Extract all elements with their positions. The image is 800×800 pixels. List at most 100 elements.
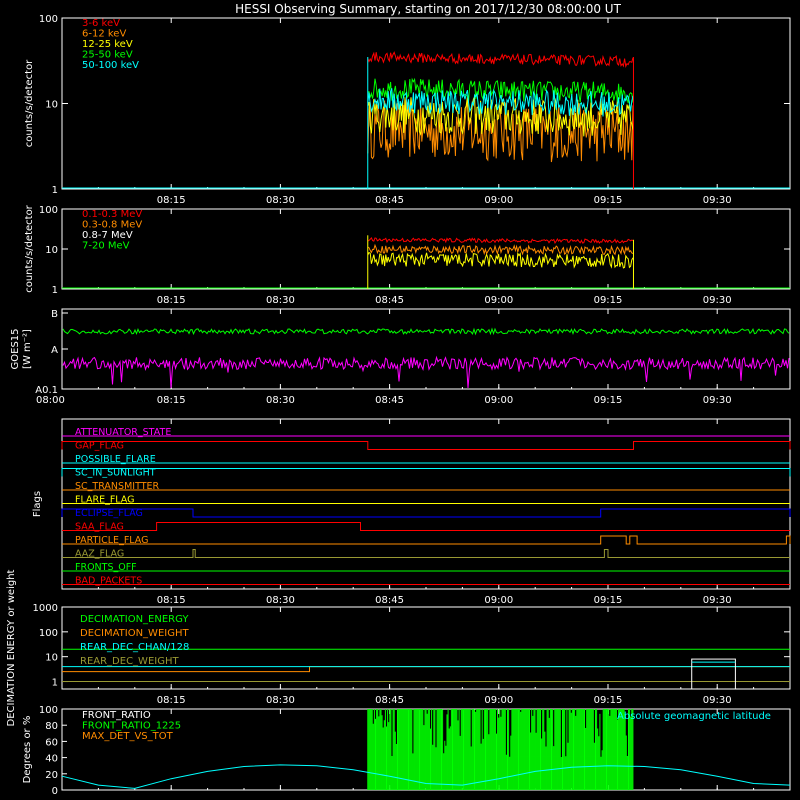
flag-line-8 (62, 535, 791, 545)
series-50-100-kev (367, 88, 634, 117)
panel5-legend-0: FRONT_RATIO (82, 710, 151, 721)
panel1-xtick-label: 09:30 (703, 295, 732, 306)
flag-label-10: FRONTS_OFF (75, 562, 137, 573)
panel0-xtick-label: 08:30 (266, 195, 295, 206)
flag-label-0: ATTENUATOR_STATE (75, 427, 171, 438)
panel1-xtick-label: 08:15 (157, 295, 186, 306)
panel5-ytick-label: 80 (45, 721, 58, 732)
panel4-xtick-label: 08:15 (157, 695, 186, 706)
panel1-ylabel: counts/s/detector (24, 204, 35, 292)
flag-label-8: PARTICLE_FLAG (75, 535, 148, 546)
panel0-ytick-label: 10 (45, 100, 58, 111)
panel0-legend-0: 3-6 keV (82, 18, 120, 29)
panel1-ytick-label: 100 (39, 205, 58, 216)
panel0-xtick-label: 09:15 (594, 195, 623, 206)
panel1-curve-1 (367, 243, 634, 256)
panel0-legend-2: 12-25 keV (82, 39, 133, 50)
panel5-ytick-label: 0 (52, 786, 58, 797)
panel2-xtick-label: 09:00 (484, 395, 513, 406)
panel2-ytick-label: A (51, 345, 58, 356)
series-goes-long (62, 327, 790, 336)
flag-line-6 (61, 508, 791, 518)
panel4-xtick-label: 09:15 (594, 695, 623, 706)
panel0-xtick-label: 09:00 (484, 195, 513, 206)
panel4-ytick-label: 1000 (33, 603, 58, 614)
panel4-legend-1: DECIMATION_WEIGHT (80, 628, 189, 639)
panel0-legend-4: 50-100 keV (82, 60, 139, 71)
panel4-xtick-label: 08:30 (266, 695, 295, 706)
panel2-xtick-label: 08:30 (266, 395, 295, 406)
panel5-ytick-label: 40 (45, 754, 58, 765)
panel5-ytick-label: 100 (39, 705, 58, 716)
panel2-xtick-label: 09:15 (594, 395, 623, 406)
flag-label-7: SAA_FLAG (75, 522, 124, 533)
panel2-ylabel: GOES15 (10, 328, 21, 369)
panel4-legend-3: REAR_DEC_WEIGHT (80, 656, 179, 667)
panel1-curve-0 (367, 251, 634, 269)
flag-label-6: ECLIPSE_FLAG (75, 508, 143, 519)
series-25-50-kev (367, 77, 634, 104)
panel4-ytick-label: 100 (39, 628, 58, 639)
panel1-ytick-label: 10 (45, 245, 58, 256)
panel2-xlabel: 08:00 (36, 395, 65, 406)
panel1-xtick-label: 09:00 (484, 295, 513, 306)
panel4-legend-2: REAR_DEC_CHAN/128 (80, 642, 189, 653)
panel5-legend-2: MAX_DET_VS_TOT (82, 731, 174, 742)
series-geomagnetic-latitude (61, 764, 791, 789)
panel0-xtick-label: 09:30 (703, 195, 732, 206)
panel3-xtick-label: 09:30 (703, 595, 732, 606)
panel4-xtick-label: 09:30 (703, 695, 732, 706)
series-goes-short (62, 355, 790, 389)
panel0-xtick-label: 08:15 (157, 195, 186, 206)
panel4-xtick-label: 08:45 (375, 695, 404, 706)
panel3-xtick-label: 09:00 (484, 595, 513, 606)
panel3-xtick-label: 09:15 (594, 595, 623, 606)
panel5-ytick-label: 20 (45, 770, 58, 781)
panel5-ytick-label: 60 (45, 737, 58, 748)
series-front-ratio-1225 (367, 709, 634, 790)
flag-line-7 (62, 522, 790, 531)
flag-label-9: AAZ_FLAG (75, 549, 124, 560)
panel1-ytick-label: 1 (52, 285, 58, 296)
flag-line-9 (62, 549, 790, 558)
panel4-xtick-label: 09:00 (484, 695, 513, 706)
panel2-ytick-label: A0.1 (35, 385, 58, 396)
panel1-xtick-label: 08:45 (375, 295, 404, 306)
panel1-xtick-label: 08:30 (266, 295, 295, 306)
panel1-legend-2: 0.8-7 MeV (82, 230, 133, 241)
panel1-legend-1: 0.3-0.8 MeV (82, 220, 142, 231)
panel-decimation: 1 10 100 1000 08:15 08:30 08:45 09:00 09:15 09:30… (6, 569, 791, 726)
panel2-ytick-label: B (51, 309, 58, 320)
panel0-ytick-label: 1 (52, 185, 58, 196)
panel4-legend-0: DECIMATION_ENERGY (80, 614, 189, 625)
panel3-xtick-label: 08:15 (157, 595, 186, 606)
panel0-ylabel: counts/s/detector (24, 59, 35, 147)
flag-label-5: FLARE_FLAG (75, 495, 135, 506)
flag-label-4: SC_TRANSMITTER (75, 481, 160, 492)
panel1-legend-0: 0.1-0.3 MeV (82, 209, 142, 220)
flag-line-3 (61, 468, 791, 477)
panel0-legend-1: 6-12 keV (82, 29, 126, 40)
panel5-ylabel: Degrees or % (22, 716, 33, 784)
series-3-6-kev (367, 51, 634, 69)
flag-line-1 (61, 441, 791, 450)
panel3-ylabel: Flags (32, 491, 43, 517)
panel-goes-flux: 08:15 08:30 08:45 09:00 09:15 09:30 B A A0.1 GOES… (10, 308, 791, 406)
panel0-legend-3: 25-50 keV (82, 50, 133, 61)
page-title: HESSI Observing Summary, starting on 201… (235, 2, 621, 16)
flag-label-1: GAP_FLAG (75, 441, 124, 452)
panel4-ylabel: DECIMATION ENERGY or weight (6, 569, 17, 726)
panel-low-energy-lightcurves: 1 10 100 08:15 08:30 08:45 09:00 09:15 09:30 coun… (24, 14, 791, 206)
panel4-ytick-label: 10 (45, 653, 58, 664)
panel3-xtick-label: 08:30 (266, 595, 295, 606)
flag-label-11: BAD_PACKETS (75, 576, 142, 587)
panel1-curve-2 (367, 236, 634, 244)
panel5-legend-latitude: Absolute geomagnetic latitude (617, 711, 771, 722)
panel4-box (691, 658, 736, 690)
panel1-legend-3: 7-20 MeV (82, 241, 130, 252)
panel1-xtick-label: 09:15 (594, 295, 623, 306)
flag-label-2: POSSIBLE_FLARE (75, 454, 156, 465)
panel2-xtick-label: 08:45 (375, 395, 404, 406)
panel-high-energy-lightcurves: 1 10 100 08:15 08:30 08:45 09:00 09:15 09:30 coun… (24, 204, 791, 306)
